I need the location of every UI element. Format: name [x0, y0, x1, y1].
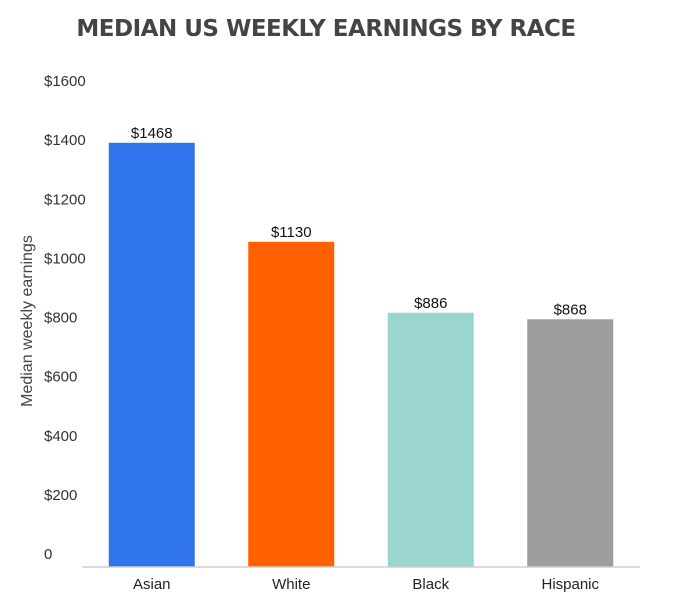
bar — [248, 241, 335, 567]
chart-title: MEDIAN US WEEKLY EARNINGS BY RACE — [76, 16, 575, 42]
x-tick-label: Asian — [133, 576, 171, 593]
bar — [527, 319, 614, 567]
y-tick-label: 0 — [44, 546, 52, 563]
x-tick-label: White — [272, 576, 310, 593]
data-label: $1130 — [271, 224, 312, 241]
y-tick-label: $1600 — [44, 73, 86, 90]
data-label: $1468 — [131, 125, 173, 142]
x-tick-label: Hispanic — [541, 576, 599, 593]
bars — [108, 142, 614, 567]
y-tick-label: $1000 — [44, 250, 86, 267]
x-axis-ticks: Asian White Black Hispanic — [133, 576, 600, 593]
data-label: $868 — [554, 301, 587, 318]
y-tick-label: $1200 — [44, 191, 86, 208]
y-axis-label: Median weekly earnings — [19, 235, 36, 407]
bar — [108, 142, 195, 567]
y-tick-label: $400 — [44, 428, 77, 445]
bar — [387, 312, 474, 567]
x-tick-label: Black — [412, 576, 449, 593]
data-label: $886 — [414, 295, 447, 312]
y-axis-ticks: 0 $200 $400 $600 $800 $1000 $1200 $1400 $1600 — [44, 73, 86, 563]
y-tick-label: $600 — [44, 369, 77, 386]
data-labels: $1468 $1130 $886 $868 — [131, 125, 587, 318]
y-tick-label: $800 — [44, 310, 77, 327]
y-tick-label: $200 — [44, 487, 77, 504]
y-tick-label: $1400 — [44, 132, 86, 149]
